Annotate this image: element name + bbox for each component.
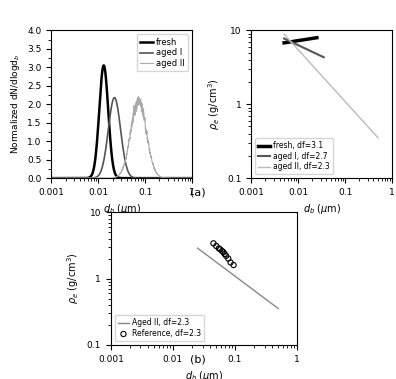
aged I [109, 104, 114, 108]
fresh [49, 176, 54, 180]
Reference, df=2.3 [217, 246, 223, 252]
Reference, df=2.3 [221, 251, 228, 257]
fresh, df=3.1 [282, 41, 286, 45]
Line: aged I: aged I [51, 97, 192, 178]
fresh [190, 176, 194, 180]
fresh [101, 63, 106, 68]
Line: aged II: aged II [51, 97, 192, 178]
aged I [65, 176, 70, 180]
Line: Aged II, df=2.3: Aged II, df=2.3 [198, 248, 278, 309]
aged II [187, 176, 192, 180]
fresh [172, 176, 177, 180]
Aged II, df=2.3 [276, 306, 281, 311]
Reference, df=2.3 [213, 243, 219, 249]
Aged II, df=2.3 [195, 246, 200, 251]
Legend: fresh, df=3.1, aged I, df=2.7, aged II, df=2.3: fresh, df=3.1, aged I, df=2.7, aged II, … [255, 138, 333, 174]
fresh [74, 176, 78, 180]
aged I [187, 176, 192, 180]
Legend: Aged II, df=2.3, Reference, df=2.3: Aged II, df=2.3, Reference, df=2.3 [115, 315, 204, 341]
Y-axis label: Normalized dN/dlogd$_b$: Normalized dN/dlogd$_b$ [9, 54, 22, 155]
Reference, df=2.3 [210, 240, 217, 246]
X-axis label: $d_b$ ($\mu$m): $d_b$ ($\mu$m) [185, 369, 223, 379]
aged I [190, 176, 194, 180]
X-axis label: $d_b$ ($\mu$m): $d_b$ ($\mu$m) [103, 202, 141, 216]
aged II [49, 176, 54, 180]
aged II [103, 176, 108, 180]
aged II [172, 176, 177, 180]
aged I [74, 176, 78, 180]
fresh [187, 176, 192, 180]
Reference, df=2.3 [230, 262, 237, 268]
Reference, df=2.3 [227, 259, 234, 265]
aged II [74, 176, 78, 180]
aged I [49, 176, 54, 180]
fresh, df=3.1 [314, 35, 319, 40]
Reference, df=2.3 [216, 245, 222, 251]
Line: aged I, df=2.7: aged I, df=2.7 [284, 39, 324, 57]
aged II [136, 94, 141, 99]
Line: fresh: fresh [51, 66, 192, 178]
Line: fresh, df=3.1: fresh, df=3.1 [284, 38, 317, 43]
fresh [103, 72, 108, 76]
X-axis label: $d_b$ ($\mu$m): $d_b$ ($\mu$m) [303, 202, 341, 216]
Text: (b): (b) [190, 354, 206, 364]
fresh [65, 176, 70, 180]
Reference, df=2.3 [223, 253, 229, 259]
aged II [190, 176, 194, 180]
aged II [65, 176, 70, 180]
aged I [112, 95, 117, 100]
Y-axis label: $\rho_e$ (g/cm$^3$): $\rho_e$ (g/cm$^3$) [65, 253, 81, 304]
aged I, df=2.7 [282, 36, 286, 41]
Y-axis label: $\rho_e$ (g/cm$^3$): $\rho_e$ (g/cm$^3$) [206, 78, 222, 130]
aged II [109, 176, 114, 180]
Text: (a): (a) [190, 188, 206, 197]
Reference, df=2.3 [225, 255, 231, 262]
Reference, df=2.3 [219, 248, 225, 254]
aged I, df=2.7 [322, 55, 326, 60]
Reference, df=2.3 [220, 249, 227, 255]
aged I [172, 176, 177, 180]
aged I [103, 149, 108, 153]
Legend: fresh, aged I, aged II: fresh, aged I, aged II [137, 34, 188, 72]
fresh [109, 152, 114, 156]
